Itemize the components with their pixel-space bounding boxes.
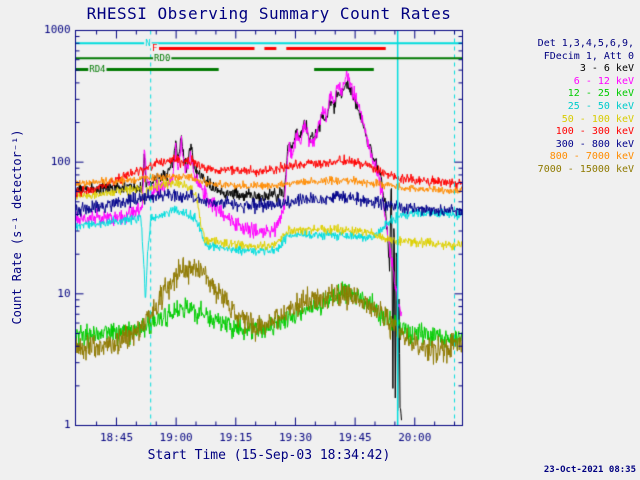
- legend-header-decimation: FDecim 1, Att 0: [543, 50, 634, 62]
- page-title: RHESSI Observing Summary Count Rates: [86, 4, 452, 23]
- y-axis-label: Count Rate (s⁻¹ detector⁻¹): [10, 129, 24, 325]
- legend-entry: 12 - 25 keV: [567, 88, 634, 100]
- legend-entry: 300 - 800 keV: [555, 138, 634, 150]
- legend-entry: 800 - 7000 keV: [549, 151, 634, 163]
- legend: Det 1,3,4,5,6,9, FDecim 1, Att 0 3 - 6 k…: [538, 38, 634, 177]
- creation-timestamp: 23-Oct-2021 08:35: [543, 465, 636, 475]
- legend-entry: 50 - 100 keV: [561, 113, 634, 125]
- legend-entries: 3 - 6 keV 6 - 12 keV 12 - 25 keV 25 - 50 ke…: [538, 63, 634, 176]
- legend-entry: 6 - 12 keV: [573, 75, 634, 87]
- legend-entry: 7000 - 15000 keV: [537, 163, 634, 175]
- legend-entry: 100 - 300 keV: [555, 126, 634, 138]
- legend-entry: 3 - 6 keV: [579, 63, 634, 75]
- legend-header-detectors: Det 1,3,4,5,6,9,: [537, 38, 634, 49]
- x-axis-label: Start Time (15-Sep-03 18:34:42): [147, 448, 391, 463]
- legend-entry: 25 - 50 keV: [567, 100, 634, 112]
